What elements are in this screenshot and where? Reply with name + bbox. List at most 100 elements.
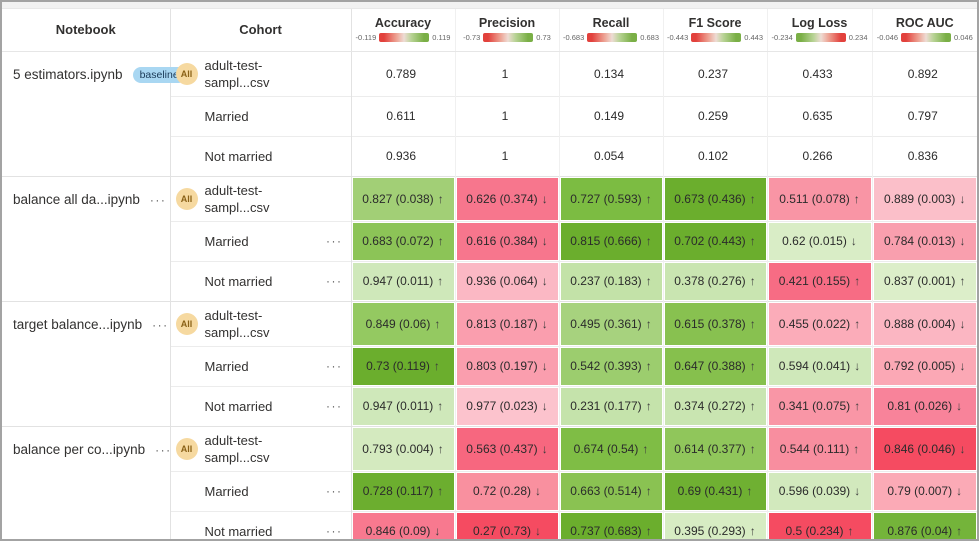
metric-cell[interactable]: 0.876 (0.04) ↑ (871, 510, 977, 539)
metric-value: 0.616 (0.384) (466, 234, 538, 248)
metric-cell[interactable]: 0.936 (0.064) ↓ (454, 260, 559, 301)
metric-cell[interactable]: 0.803 (0.197) ↓ (454, 345, 559, 386)
metric-cell[interactable]: 0.647 (0.388) ↑ (662, 345, 767, 386)
metric-cell[interactable]: 0.378 (0.276) ↑ (662, 260, 767, 301)
column-header-roc-auc[interactable]: ROC AUC -0.046 0.046 (871, 9, 977, 52)
metric-cell[interactable]: 0.813 (0.187) ↓ (454, 300, 559, 346)
metric-cell[interactable]: 0.5 (0.234) ↑ (766, 510, 872, 539)
metric-cell[interactable]: 0.673 (0.436) ↑ (662, 175, 767, 221)
metric-cell[interactable]: 0.237 (0.183) ↑ (558, 260, 663, 301)
cohort-more-menu-icon[interactable]: ··· (326, 234, 343, 248)
metric-cell[interactable]: 0.702 (0.443) ↑ (662, 220, 767, 261)
metric-cell[interactable]: 0.737 (0.683) ↑ (558, 510, 663, 539)
table-row: Married ··· 0.728 (0.117) ↑ 0.72 (0.28) … (2, 470, 977, 511)
metric-cell[interactable]: 0.69 (0.431) ↑ (662, 470, 767, 511)
metric-cell[interactable]: 0.888 (0.004) ↓ (871, 300, 977, 346)
cohort-more-menu-icon[interactable]: ··· (326, 274, 343, 288)
cohort-more-menu-icon[interactable]: ··· (326, 399, 343, 413)
column-header-cohort[interactable]: Cohort (170, 9, 352, 52)
metric-value: 0.674 (0.54) (573, 441, 639, 456)
metric-cell[interactable]: 0.947 (0.011) ↑ (350, 385, 455, 426)
metric-cell[interactable]: 0.837 (0.001) ↑ (871, 260, 977, 301)
metric-cell[interactable]: 0.611 (350, 95, 455, 136)
metric-cell[interactable]: 0.594 (0.041) ↓ (766, 345, 872, 386)
metric-cell[interactable]: 0.341 (0.075) ↑ (766, 385, 872, 426)
metric-cell[interactable]: 0.727 (0.593) ↑ (558, 175, 663, 221)
metric-cell[interactable]: 0.849 (0.06) ↑ (350, 300, 455, 346)
notebook-more-menu-icon[interactable]: ··· (149, 192, 167, 207)
metric-cell[interactable]: 0.544 (0.111) ↑ (766, 425, 872, 471)
metric-cell[interactable]: 0.683 (0.072) ↑ (350, 220, 455, 261)
metric-cell[interactable]: 0.663 (0.514) ↑ (558, 470, 663, 511)
metric-cell[interactable]: 0.977 (0.023) ↓ (454, 385, 559, 426)
column-header-notebook[interactable]: Notebook (2, 9, 171, 52)
metric-cell[interactable]: 0.27 (0.73) ↓ (454, 510, 559, 539)
column-header-f1-score[interactable]: F1 Score -0.443 0.443 (662, 9, 767, 52)
metric-cell[interactable]: 1 (454, 135, 559, 176)
metric-cell[interactable]: 0.62 (0.015) ↓ (766, 220, 872, 261)
metric-cell[interactable]: 0.102 (662, 135, 767, 176)
metric-cell[interactable]: 0.596 (0.039) ↓ (766, 470, 872, 511)
metric-cell[interactable]: 0.815 (0.666) ↑ (558, 220, 663, 261)
column-header-accuracy[interactable]: Accuracy -0.119 0.119 (350, 9, 455, 52)
metric-cell[interactable]: 0.455 (0.022) ↑ (766, 300, 872, 346)
metric-cell[interactable]: 0.374 (0.272) ↑ (662, 385, 767, 426)
metric-cell[interactable]: 0.947 (0.011) ↑ (350, 260, 455, 301)
column-header-precision[interactable]: Precision -0.73 0.73 (454, 9, 559, 52)
cohort-cell: Married ··· (170, 470, 352, 511)
metric-cell[interactable]: 0.846 (0.046) ↓ (871, 425, 977, 471)
metric-cell[interactable]: 0.784 (0.013) ↓ (871, 220, 977, 261)
metric-cell[interactable]: 0.635 (766, 95, 872, 136)
metric-cell[interactable]: 0.73 (0.119) ↑ (350, 345, 455, 386)
metric-cell[interactable]: 0.421 (0.155) ↑ (766, 260, 872, 301)
cohort-more-menu-icon[interactable]: ··· (326, 524, 343, 538)
metric-cell[interactable]: 0.846 (0.09) ↓ (350, 510, 455, 539)
metric-cell[interactable]: 0.728 (0.117) ↑ (350, 470, 455, 511)
metric-cell[interactable]: 0.614 (0.377) ↑ (662, 425, 767, 471)
metric-cell[interactable]: 0.134 (558, 50, 663, 96)
notebook-cell: target balance...ipynb ··· (2, 300, 171, 426)
metric-cell[interactable]: 0.797 (871, 95, 977, 136)
delta-arrow-icon: ↓ (959, 191, 966, 206)
metric-cell[interactable]: 1 (454, 95, 559, 136)
metric-cell[interactable]: 0.259 (662, 95, 767, 136)
cohort-more-menu-icon[interactable]: ··· (326, 359, 343, 373)
notebook-more-menu-icon[interactable]: ··· (155, 442, 172, 457)
metric-cell[interactable]: 0.495 (0.361) ↑ (558, 300, 663, 346)
metric-cell[interactable]: 0.563 (0.437) ↓ (454, 425, 559, 471)
metric-cell[interactable]: 0.72 (0.28) ↓ (454, 470, 559, 511)
metric-cell[interactable]: 0.936 (350, 135, 455, 176)
metric-cell[interactable]: 0.81 (0.026) ↓ (871, 385, 977, 426)
metric-cell[interactable]: 0.616 (0.384) ↓ (454, 220, 559, 261)
metric-cell[interactable]: 0.889 (0.003) ↓ (871, 175, 977, 221)
metric-cell[interactable]: 0.827 (0.038) ↑ (350, 175, 455, 221)
metric-cell[interactable]: 0.433 (766, 50, 872, 96)
metric-cell[interactable]: 0.395 (0.293) ↑ (662, 510, 767, 539)
metric-cell[interactable]: 0.266 (766, 135, 872, 176)
delta-arrow-icon: ↓ (541, 274, 548, 288)
column-header-log-loss[interactable]: Log Loss -0.234 0.234 (766, 9, 872, 52)
metric-cell[interactable]: 0.789 (350, 50, 455, 96)
delta-arrow-icon: ↓ (541, 234, 548, 248)
metric-cell[interactable]: 0.511 (0.078) ↑ (766, 175, 872, 221)
metric-cell[interactable]: 0.237 (662, 50, 767, 96)
metric-cell[interactable]: 0.626 (0.374) ↓ (454, 175, 559, 221)
cohort-more-menu-icon[interactable]: ··· (326, 484, 343, 498)
metric-cell[interactable]: 1 (454, 50, 559, 96)
notebook-more-menu-icon[interactable]: ··· (152, 317, 169, 332)
metric-cell[interactable]: 0.892 (871, 50, 977, 96)
metric-cell[interactable]: 0.836 (871, 135, 977, 176)
metric-cell[interactable]: 0.792 (0.005) ↓ (871, 345, 977, 386)
metric-cell[interactable]: 0.615 (0.378) ↑ (662, 300, 767, 346)
metric-cell[interactable]: 0.542 (0.393) ↑ (558, 345, 663, 386)
delta-arrow-icon: ↓ (535, 524, 542, 538)
column-header-recall[interactable]: Recall -0.683 0.683 (558, 9, 663, 52)
metric-cell[interactable]: 0.674 (0.54) ↑ (558, 425, 663, 471)
notebook-name: target balance...ipynb (13, 317, 143, 332)
metric-cell[interactable]: 0.793 (0.004) ↑ (350, 425, 455, 471)
metric-cell[interactable]: 0.79 (0.007) ↓ (871, 470, 977, 511)
metric-cell[interactable]: 0.149 (558, 95, 663, 136)
metric-cell[interactable]: 0.054 (558, 135, 663, 176)
metric-cell[interactable]: 0.231 (0.177) ↑ (558, 385, 663, 426)
metric-value: 0.936 (385, 149, 417, 163)
